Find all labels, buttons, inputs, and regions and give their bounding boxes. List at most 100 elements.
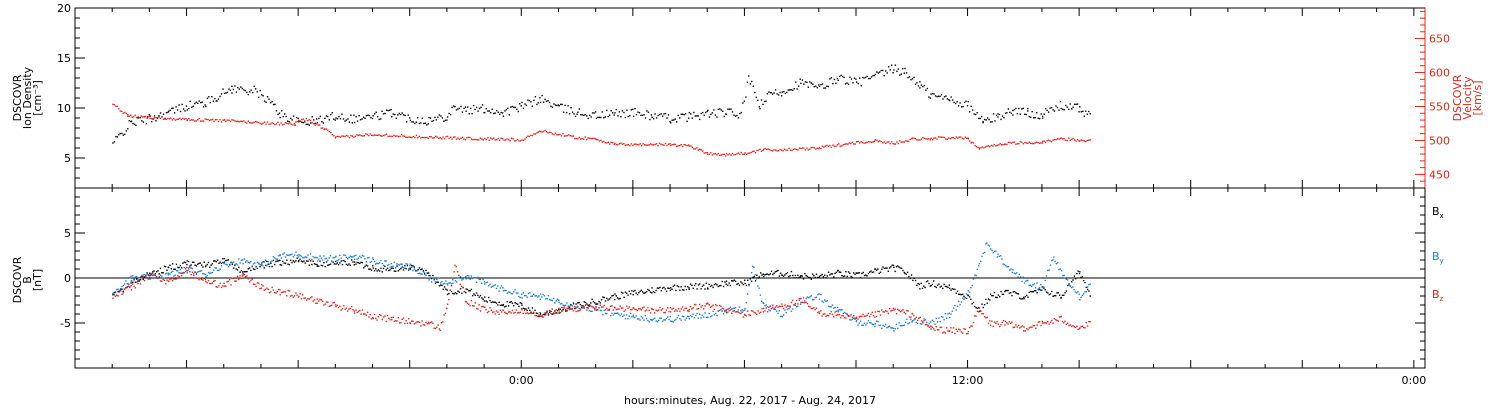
velocity-point [445,136,447,138]
bx-point [877,268,879,270]
velocity-point [613,143,615,146]
velocity-point [1041,142,1044,144]
density-point [560,103,562,106]
density-point [824,87,827,89]
bx-point [525,308,527,310]
y2-axis-label-line: DSCOVR [1451,74,1464,121]
density-point [547,100,549,102]
by-point [676,317,678,319]
by-point [715,312,717,315]
by-point [712,310,714,313]
bx-point [1072,279,1074,281]
velocity-point [442,136,444,138]
by-point [1080,296,1082,298]
velocity-point [345,134,348,137]
density-point [1000,118,1002,121]
by-point [733,307,735,310]
by-point [747,293,749,295]
bz-point [227,280,230,283]
by-point [1017,276,1019,278]
by-point [454,280,457,282]
by-point [708,312,710,315]
velocity-point [841,145,843,147]
velocity-point [545,131,548,133]
bx-point [502,304,504,307]
velocity-point [137,116,139,118]
velocity-point [268,123,270,125]
velocity-point [654,143,656,146]
density-point [226,91,229,94]
by-point [377,262,380,265]
density-point [776,93,778,95]
bz-point [495,310,498,312]
bz-point [888,308,891,310]
bx-point [659,286,661,289]
bx-point [470,288,473,291]
by-point [1053,256,1055,258]
density-point [1046,109,1048,112]
density-point [313,119,315,121]
bx-point [520,302,523,305]
density-point [917,85,920,87]
velocity-point [978,148,981,150]
by-point [978,263,981,265]
density-point [773,92,775,94]
bz-point [169,278,171,281]
density-point [496,109,498,112]
velocity-point [237,120,239,122]
density-point [743,100,746,102]
density-point [186,109,188,111]
velocity-point [316,123,318,125]
velocity-point [960,136,962,138]
by-point [697,317,700,319]
bz-point [112,297,114,299]
by-point [1081,294,1084,297]
bx-point [734,280,737,282]
density-point [527,99,529,101]
by-point [268,263,271,265]
density-point [341,113,343,115]
bz-point [397,317,399,319]
bz-point [1085,322,1087,324]
velocity-point [1065,139,1067,141]
bz-point [928,326,931,329]
bz-point [699,303,701,306]
bz-point [846,314,848,316]
by-point [286,254,288,256]
density-point [687,117,690,119]
bx-point [1089,295,1091,297]
by-point [965,293,968,295]
bx-point [921,287,924,290]
density-point [457,108,459,110]
bz-point [808,305,810,307]
bz-point [469,305,471,307]
density-point [285,115,287,118]
bx-point [908,275,910,278]
velocity-point [509,140,511,142]
density-point [279,116,281,119]
bz-point [688,310,690,312]
bz-point [199,277,201,279]
density-point [1028,116,1030,118]
bz-point [960,331,963,333]
bx-point [777,269,779,272]
velocity-point [1072,137,1074,140]
bx-point [1058,294,1061,296]
by-point [353,258,356,260]
bz-point [870,313,872,315]
bz-point [138,280,140,282]
bx-point [347,264,349,266]
by-point [960,301,963,303]
bx-point [186,263,188,266]
velocity-point [518,140,520,142]
bz-point [481,306,483,308]
bx-point [341,263,344,266]
velocity-point [530,134,532,136]
bx-point [141,276,143,278]
bz-point [347,310,349,312]
by-point [603,309,605,312]
by-point [1023,282,1026,284]
density-point [205,105,207,108]
density-point [799,78,801,80]
bz-point [673,310,676,312]
